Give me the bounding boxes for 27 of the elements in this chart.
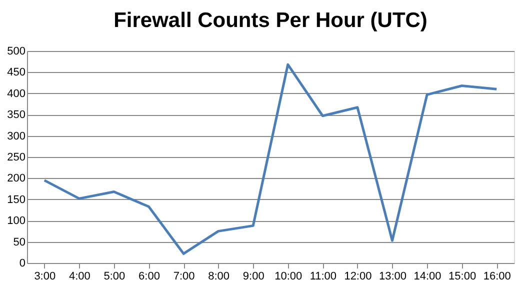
y-tick-label: 0	[19, 258, 26, 270]
line-series	[43, 63, 498, 255]
x-tick-label: 4:00	[68, 270, 90, 282]
x-tick-label: 11:00	[310, 270, 337, 282]
x-tick-label: 5:00	[104, 270, 126, 282]
chart-title: Firewall Counts Per Hour (UTC)	[114, 9, 428, 32]
x-tick-label: 10:00	[274, 270, 302, 282]
x-tick-label: 12:00	[344, 270, 372, 282]
x-tick-label: 13:00	[378, 270, 407, 282]
x-tick-label: 9:00	[242, 270, 264, 282]
y-tick-label: 500	[7, 46, 26, 58]
y-tick-label: 150	[7, 194, 26, 206]
x-tick-label: 16:00	[483, 270, 511, 282]
y-tick-label: 300	[7, 130, 26, 142]
y-tick-label: 400	[7, 88, 26, 100]
x-tick-label: 3:00	[34, 270, 56, 282]
y-tick-label: 200	[7, 172, 26, 185]
y-tick-label: 450	[7, 66, 26, 79]
y-tick-label: 250	[7, 152, 26, 164]
x-tick-label: 14:00	[414, 270, 442, 282]
y-tick-label: 350	[7, 109, 26, 122]
x-tick-label: 8:00	[208, 270, 230, 282]
y-tick-label: 50	[13, 236, 26, 248]
y-tick-label: 100	[7, 215, 26, 228]
x-tick-label: 15:00	[448, 270, 476, 282]
x-tick-label: 7:00	[173, 270, 195, 282]
x-tick-label: 6:00	[138, 270, 160, 282]
